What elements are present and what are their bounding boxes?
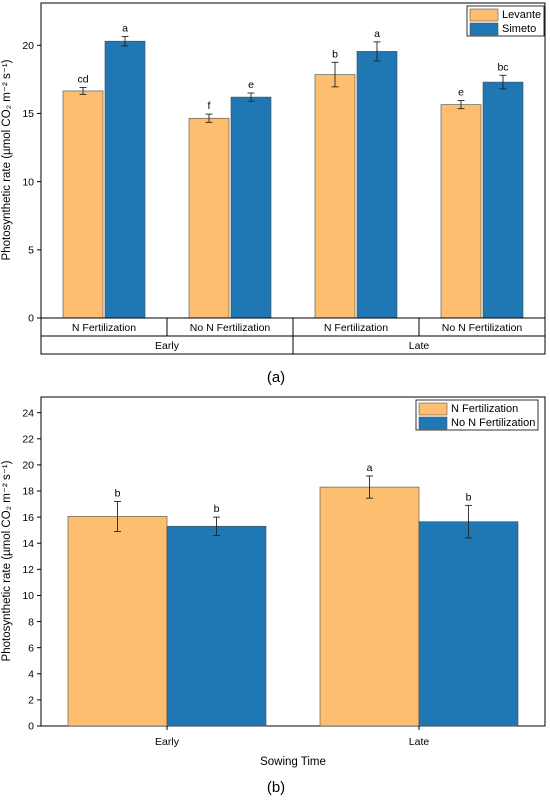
group-label: Late bbox=[409, 340, 430, 352]
significance-letter: cd bbox=[77, 74, 88, 86]
significance-letter: b bbox=[332, 48, 338, 60]
x-tick-label: Early bbox=[155, 736, 180, 748]
y-tick-label: 14 bbox=[22, 538, 34, 550]
category-label: N Fertilization bbox=[72, 322, 136, 334]
legend-swatch bbox=[469, 8, 499, 22]
chart-b-x-axis: Early Late bbox=[155, 726, 429, 748]
significance-letter: a bbox=[122, 22, 128, 34]
bar bbox=[319, 486, 420, 727]
significance-letter: f bbox=[208, 100, 211, 112]
legend: Levante Simeto bbox=[466, 5, 545, 37]
legend-entry: No N Fertilization bbox=[451, 417, 535, 429]
y-axis-label: Photosynthetic rate (µmol CO₂ m⁻² s⁻¹) bbox=[1, 460, 13, 661]
panel-label: (b) bbox=[267, 779, 285, 796]
y-tick-label: 18 bbox=[22, 486, 34, 498]
category-label: No N Fertilization bbox=[442, 322, 523, 334]
legend-swatch bbox=[469, 22, 499, 36]
chart-a-bars: cd a f e b a e bc bbox=[62, 22, 524, 319]
significance-letter: bc bbox=[497, 61, 508, 73]
y-tick-label: 22 bbox=[22, 433, 34, 445]
bar bbox=[314, 74, 356, 319]
y-tick-label: 8 bbox=[28, 616, 34, 628]
bar bbox=[418, 521, 519, 727]
plot-frame bbox=[40, 396, 546, 727]
legend-entry: Levante bbox=[502, 9, 541, 21]
legend-swatch bbox=[418, 402, 448, 416]
chart-a-category-axis: N Fertilization No N Fertilization Early N … bbox=[40, 317, 546, 355]
y-tick-label: 12 bbox=[22, 564, 34, 576]
significance-letter: a bbox=[367, 462, 373, 474]
y-tick-label: 10 bbox=[22, 176, 34, 188]
panel-label: (a) bbox=[267, 369, 285, 386]
legend-entry: N Fertilization bbox=[451, 403, 518, 415]
y-tick-label: 0 bbox=[28, 313, 34, 325]
category-label: No N Fertilization bbox=[190, 322, 271, 334]
bar bbox=[166, 525, 267, 727]
significance-letter: b bbox=[214, 503, 220, 515]
y-tick-label: 5 bbox=[28, 245, 34, 257]
group-label: Early bbox=[155, 340, 180, 352]
legend-entry: Simeto bbox=[502, 23, 536, 35]
significance-letter: b bbox=[466, 491, 472, 503]
y-tick-label: 20 bbox=[22, 460, 34, 472]
bar bbox=[67, 516, 168, 727]
y-tick-label: 0 bbox=[28, 721, 34, 733]
legend-swatch bbox=[418, 416, 448, 430]
bar bbox=[440, 104, 482, 319]
y-tick-label: 10 bbox=[22, 590, 34, 602]
chart-b-bars: b b a b bbox=[67, 462, 519, 727]
y-axis: 0 5 10 15 20 bbox=[22, 40, 41, 325]
chart-a: 0 5 10 15 20 Photosynthetic rate (µmol CO₂ m⁻… bbox=[1, 2, 546, 386]
bar bbox=[188, 117, 230, 319]
significance-letter: a bbox=[374, 28, 380, 40]
bar bbox=[482, 81, 524, 319]
y-tick-label: 16 bbox=[22, 512, 34, 524]
y-tick-label: 15 bbox=[22, 108, 34, 120]
significance-letter: e bbox=[248, 79, 254, 91]
bar bbox=[230, 96, 272, 319]
bar bbox=[104, 40, 146, 319]
x-tick-label: Late bbox=[409, 736, 430, 748]
y-tick-label: 4 bbox=[28, 668, 34, 680]
x-axis-label: Sowing Time bbox=[260, 756, 326, 768]
y-axis-label: Photosynthetic rate (µmol CO₂ m⁻² s⁻¹) bbox=[1, 59, 13, 260]
bar bbox=[62, 90, 104, 319]
significance-letter: b bbox=[115, 487, 121, 499]
legend: N Fertilization No N Fertilization bbox=[415, 399, 539, 431]
y-tick-label: 6 bbox=[28, 642, 34, 654]
y-tick-label: 20 bbox=[22, 40, 34, 52]
y-tick-label: 2 bbox=[28, 695, 34, 707]
category-label: N Fertilization bbox=[324, 322, 388, 334]
bar bbox=[356, 51, 398, 319]
significance-letter: e bbox=[458, 87, 464, 99]
y-tick-label: 24 bbox=[22, 407, 34, 419]
